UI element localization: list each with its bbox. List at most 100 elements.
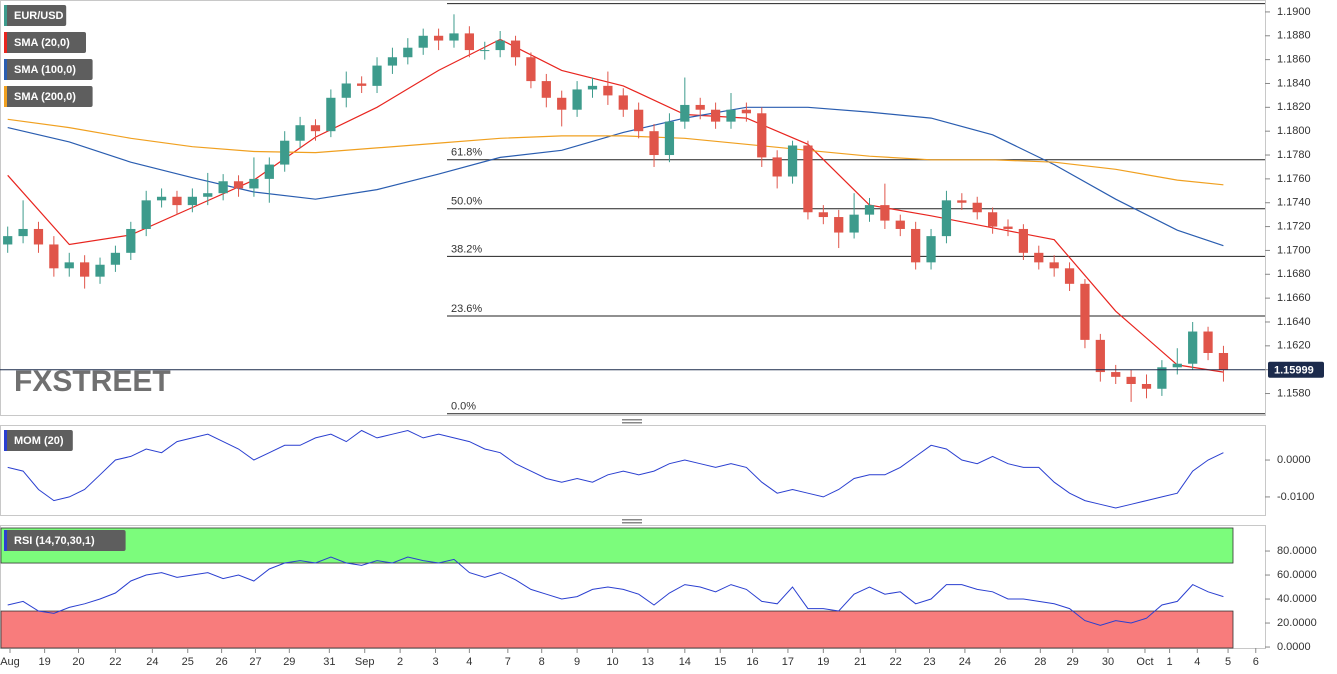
candle-body [895,220,905,229]
x-tick-label: 31 [323,656,335,668]
candle-body [557,97,567,110]
candle-body [18,228,28,237]
y-tick-label: 1.1700 [1277,244,1311,256]
y-tick-label: 1.1580 [1277,387,1311,399]
x-tick-label: 22 [890,656,902,668]
x-tick-label: 9 [574,656,580,668]
x-tick-label: 28 [1034,656,1046,668]
candle-body [1095,339,1105,373]
x-tick-label: 27 [249,656,261,668]
x-tick-label: Oct [1136,656,1153,668]
legend-box [4,32,86,53]
resize-handle [622,522,642,524]
x-tick-label: Sep [355,656,375,668]
x-tick-label: 17 [782,656,794,668]
legend-box [4,430,73,451]
legend-swatch [4,59,7,80]
candle-body [911,228,921,263]
legend-label: RSI (14,70,30,1) [14,535,95,547]
candle-body [941,200,952,237]
y-tick-label: 60.0000 [1277,569,1317,581]
candle-body [741,109,751,114]
fib-label: 61.8% [451,147,482,159]
candle-body [80,262,90,277]
legend-swatch [4,86,7,107]
x-tick-label: 8 [539,656,545,668]
candle-body [203,193,213,197]
y-tick-label: 1.1640 [1277,316,1311,328]
candle-body [3,236,13,245]
legend-box [4,5,67,26]
x-tick-label: 16 [746,656,758,668]
legend-label: SMA (20,0) [14,37,70,49]
fib-label: 100.0% [451,0,489,2]
y-tick-label: 1.1860 [1277,54,1311,66]
candle-body [341,83,351,98]
y-tick-label: 1.1720 [1277,220,1311,232]
candle-body [849,214,859,233]
legend-label: MOM (20) [14,435,64,447]
x-tick-label: 15 [714,656,726,668]
candle-body [634,109,644,132]
x-tick-label: 19 [817,656,829,668]
panel [0,425,1266,516]
resize-handle [622,519,642,521]
candle-body [326,97,336,132]
candle-body [387,57,398,66]
y-tick-label: 80.0000 [1277,545,1317,557]
legend-box [4,86,93,107]
candle-body [603,85,613,96]
candle-body [987,212,998,227]
candle-body [1203,331,1213,353]
x-tick-label: 2 [397,656,403,668]
legend-label: SMA (200,0) [14,91,76,103]
x-tick-label: 30 [1102,656,1114,668]
series-line [7,106,1224,247]
panel [0,0,1266,416]
oversold-band [0,610,1234,649]
candle-body [64,262,74,269]
candle-body [587,85,598,90]
candle-body [357,83,367,86]
candle-body [541,81,551,98]
x-tick-label: 26 [994,656,1006,668]
y-tick-label: 1.1880 [1277,30,1311,42]
y-tick-label: 1.1780 [1277,149,1311,161]
legend-box [4,59,93,80]
legend-box [4,530,126,551]
watermark: FXSTREET [14,365,171,398]
candle-body [110,252,121,265]
y-tick-label: 20.0000 [1277,617,1317,629]
x-tick-label: 29 [283,656,295,668]
candle-body [710,109,721,122]
legend-swatch [4,32,7,53]
candle-body [310,125,321,132]
candle-body [372,65,382,86]
candle-body [757,113,767,158]
fib-label: 38.2% [451,243,482,255]
candle-body [618,95,628,110]
candle-body [1049,262,1059,269]
candle-body [926,236,936,263]
candle-body [156,196,167,201]
candle-body [726,109,736,122]
candle-body [818,212,828,218]
candle-body [264,164,274,179]
candle-body [249,178,259,189]
candle-body [464,33,474,51]
candle-body [772,157,782,177]
candle-body [95,264,105,277]
candle-body [495,40,505,51]
candle-body [295,125,305,141]
y-tick-label: 1.1680 [1277,268,1311,280]
candle-body [510,40,521,58]
candle-body [1141,383,1152,389]
candle-body [695,104,705,110]
resize-handle [622,422,642,424]
candle-body [1080,283,1090,340]
legend-swatch [4,530,7,551]
candle-body [1111,372,1121,377]
series-line [7,429,1224,509]
candle-body [480,50,490,52]
